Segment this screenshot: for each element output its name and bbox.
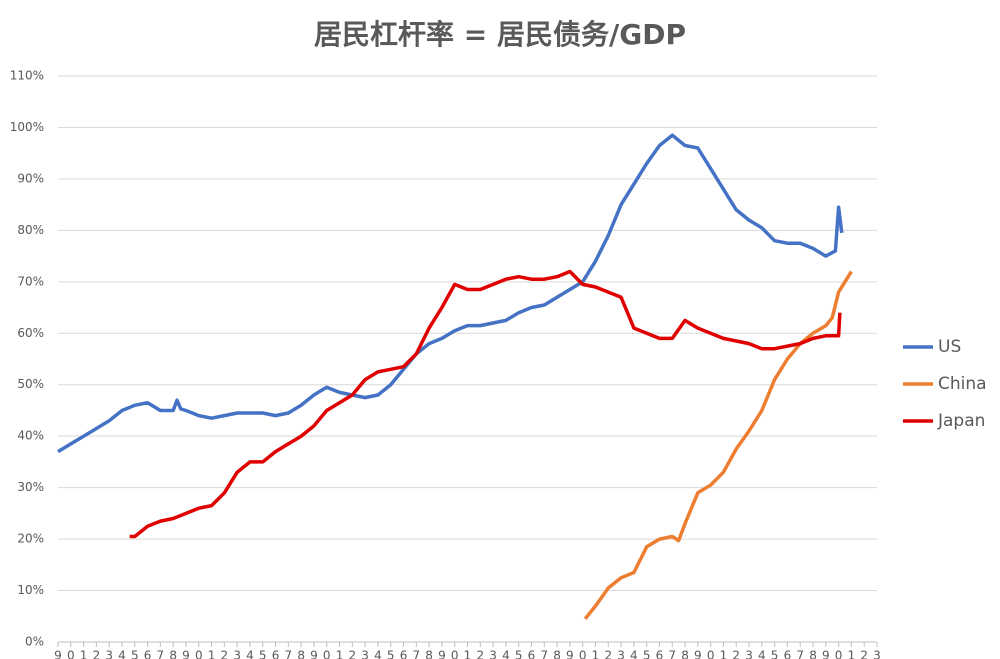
x-tick-label: 1 <box>80 649 88 659</box>
x-tick-label: 9 <box>54 649 62 659</box>
x-tick-label: 2 <box>221 649 229 659</box>
x-tick-label: 0 <box>323 649 331 659</box>
x-tick-label: 6 <box>272 649 280 659</box>
x-tick-label: 7 <box>668 649 676 659</box>
x-tick-label: 4 <box>118 649 126 659</box>
x-tick-label: 6 <box>144 649 152 659</box>
x-tick-label: 6 <box>656 649 664 659</box>
y-tick-label: 90% <box>17 171 44 185</box>
x-tick-label: 9 <box>438 649 446 659</box>
y-tick-label: 80% <box>17 223 44 237</box>
x-tick-label: 8 <box>169 649 177 659</box>
x-tick-label: 2 <box>732 649 740 659</box>
x-tick-label: 8 <box>681 649 689 659</box>
legend-label: Japan <box>937 411 985 431</box>
x-tick-label: 4 <box>246 649 254 659</box>
x-tick-label: 0 <box>835 649 843 659</box>
y-tick-label: 20% <box>17 532 44 546</box>
series-line <box>583 270 853 620</box>
x-tick-label: 2 <box>860 649 868 659</box>
y-tick-label: 70% <box>17 274 44 288</box>
x-tick-label: 2 <box>93 649 101 659</box>
x-tick-label: 3 <box>745 649 753 659</box>
x-tick-label: 9 <box>182 649 190 659</box>
x-tick-label: 9 <box>310 649 318 659</box>
y-tick-label: 100% <box>10 120 44 134</box>
series-line <box>57 133 844 454</box>
legend-label: US <box>938 337 961 357</box>
x-tick-label: 3 <box>617 649 625 659</box>
x-tick-label: 3 <box>361 649 369 659</box>
x-tick-label: 1 <box>208 649 216 659</box>
y-tick-label: 110% <box>10 69 44 83</box>
x-tick-label: 7 <box>796 649 804 659</box>
x-tick-label: 2 <box>476 649 484 659</box>
y-tick-label: 10% <box>17 583 44 597</box>
x-tick-label: 1 <box>464 649 472 659</box>
chart-title: 居民杠杆率 = 居民债务/GDP <box>314 18 686 51</box>
x-tick-label: 8 <box>425 649 433 659</box>
x-tick-label: 2 <box>349 649 357 659</box>
x-tick-label: 9 <box>822 649 830 659</box>
series-line <box>129 269 842 539</box>
x-tick-label: 1 <box>720 649 728 659</box>
y-tick-label: 0% <box>25 635 44 649</box>
x-tick-label: 7 <box>157 649 165 659</box>
x-tick-label: 7 <box>285 649 293 659</box>
x-tick-label: 4 <box>758 649 766 659</box>
x-tick-label: 3 <box>105 649 113 659</box>
y-tick-label: 50% <box>17 377 44 391</box>
x-tick-label: 7 <box>412 649 420 659</box>
x-tick-label: 0 <box>451 649 459 659</box>
x-tick-label: 7 <box>540 649 548 659</box>
x-tick-label: 5 <box>259 649 267 659</box>
x-tick-label: 4 <box>630 649 638 659</box>
x-tick-label: 2 <box>604 649 612 659</box>
x-tick-label: 0 <box>67 649 75 659</box>
x-tick-label: 0 <box>707 649 715 659</box>
x-tick-label: 3 <box>873 649 881 659</box>
x-tick-label: 6 <box>400 649 408 659</box>
x-tick-label: 5 <box>771 649 779 659</box>
x-tick-label: 1 <box>848 649 856 659</box>
x-tick-label: 8 <box>809 649 817 659</box>
x-tick-label: 3 <box>233 649 241 659</box>
x-tick-label: 1 <box>592 649 600 659</box>
y-tick-label: 30% <box>17 480 44 494</box>
x-tick-label: 6 <box>528 649 536 659</box>
x-tick-label: 5 <box>643 649 651 659</box>
x-tick-label: 5 <box>131 649 139 659</box>
x-tick-label: 5 <box>387 649 395 659</box>
x-tick-label: 8 <box>553 649 561 659</box>
x-tick-label: 9 <box>694 649 702 659</box>
y-tick-label: 40% <box>17 429 44 443</box>
x-tick-label: 5 <box>515 649 523 659</box>
x-tick-label: 4 <box>502 649 510 659</box>
legend-label: China <box>938 374 987 394</box>
x-tick-label: 1 <box>336 649 344 659</box>
x-tick-label: 9 <box>566 649 574 659</box>
y-tick-label: 60% <box>17 326 44 340</box>
x-tick-label: 6 <box>784 649 792 659</box>
x-tick-label: 4 <box>374 649 382 659</box>
x-tick-label: 0 <box>195 649 203 659</box>
x-tick-label: 0 <box>579 649 587 659</box>
x-tick-label: 8 <box>297 649 305 659</box>
x-tick-label: 3 <box>489 649 497 659</box>
